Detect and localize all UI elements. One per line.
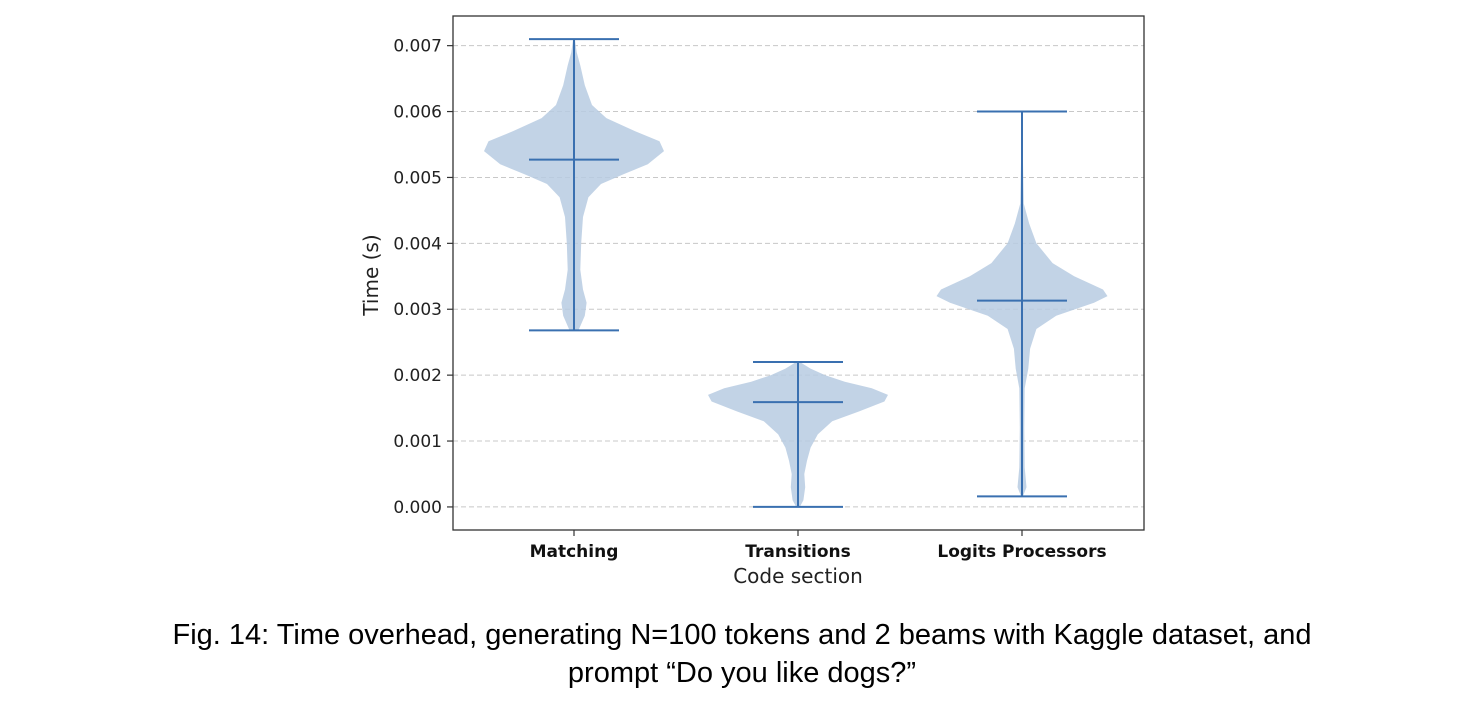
x-tick-label: Transitions <box>745 542 851 562</box>
y-tick-label: 0.003 <box>393 300 442 320</box>
y-axis-ticks: 0.000 0.001 0.002 0.003 0.004 0.005 0.006 0.007 <box>393 37 453 518</box>
x-tick-label: Logits Processors <box>937 542 1106 562</box>
y-tick-label: 0.007 <box>393 37 442 57</box>
y-tick-label: 0.005 <box>393 168 442 188</box>
caption-line-2: prompt “Do you like dogs?” <box>567 657 917 689</box>
x-tick-label: Matching <box>530 542 619 562</box>
caption-line-1: Fig. 14: Time overhead, generating N=100… <box>172 619 1312 651</box>
x-axis-ticks: Matching Transitions Logits Processors <box>530 530 1107 562</box>
y-tick-label: 0.006 <box>393 103 442 123</box>
figure-caption: Fig. 14: Time overhead, generating N=100… <box>0 616 1484 692</box>
y-tick-label: 0.000 <box>393 498 442 518</box>
y-axis-label: Time (s) <box>359 234 383 316</box>
violin-chart: 0.000 0.001 0.002 0.003 0.004 0.005 0.006 0.007… <box>359 15 1145 588</box>
y-tick-label: 0.001 <box>393 432 442 452</box>
x-axis-label: Code section <box>733 564 863 588</box>
y-tick-label: 0.002 <box>393 366 442 386</box>
violins <box>484 38 1108 508</box>
y-tick-label: 0.004 <box>393 234 442 254</box>
